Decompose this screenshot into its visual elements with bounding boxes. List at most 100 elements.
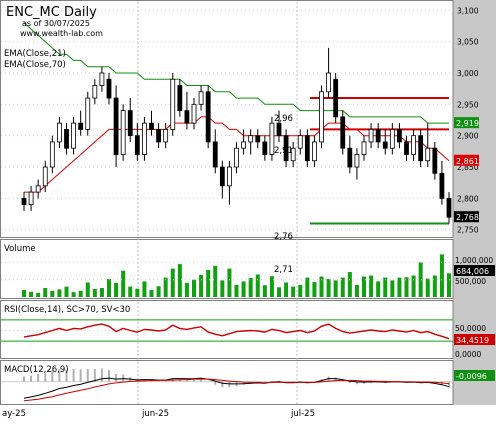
candle-body [149, 122, 154, 130]
candle-body [184, 110, 190, 124]
volume-bar [326, 279, 331, 297]
candle-body [304, 135, 310, 162]
candle-body [241, 141, 246, 149]
volume-annotation: 2,71 [274, 265, 293, 275]
candle-body [92, 85, 98, 99]
price-tick: 2,800 [457, 194, 479, 203]
ema70-line [23, 22, 449, 124]
volume-bar [206, 270, 211, 297]
volume-bar [425, 278, 430, 297]
x-axis-label: ay-25 [2, 409, 26, 419]
volume-bar [156, 286, 161, 297]
volume-bar [128, 286, 133, 297]
volume-bar [22, 290, 26, 297]
candle-body [389, 129, 395, 149]
candle-body [446, 197, 452, 218]
volume-bar [248, 277, 253, 297]
candle-body [234, 147, 239, 168]
volume-bar [347, 272, 352, 297]
macd-last-value: -0,0096 [456, 372, 487, 381]
volume-bar [114, 282, 119, 297]
candle-body [411, 135, 416, 155]
volume-bar [354, 284, 359, 297]
volume-bar [383, 277, 388, 297]
volume-bar [78, 290, 83, 297]
volume-bar [177, 264, 182, 297]
candle-body [42, 166, 48, 187]
volume-bar [404, 277, 409, 297]
ema21-last-value: 2,861 [456, 157, 479, 166]
macd-label: MACD(12,26,9) [4, 365, 69, 375]
candle-body [219, 166, 225, 187]
candle-body [297, 135, 303, 149]
rsi-last-tag [454, 334, 495, 345]
candle-body [177, 85, 183, 111]
candle-body [205, 91, 211, 143]
volume-bar [199, 274, 204, 297]
candle-body [418, 135, 424, 162]
volume-bar [376, 281, 381, 297]
candle-body [99, 72, 105, 86]
volume-bar [121, 270, 126, 297]
volume-bar [220, 280, 225, 297]
volume-bar [192, 279, 196, 297]
close-last-value: 2,768 [456, 213, 479, 222]
volume-bar [50, 290, 55, 297]
volume-bar [255, 274, 260, 297]
candle-body [134, 135, 140, 155]
volume-bar [439, 254, 444, 297]
volume-bar [277, 287, 281, 297]
chart-date: as of 30/07/2025 [22, 19, 90, 28]
volume-bar [170, 268, 175, 297]
rsi-tick: 0,0000 [455, 350, 481, 359]
candle-body [276, 122, 282, 137]
volume-bar [71, 292, 76, 297]
level-label-291: 2,91 [274, 146, 293, 156]
volume-bar [57, 289, 62, 297]
rsi-last-value: 34,4519 [456, 336, 489, 345]
volume-bar [284, 282, 289, 297]
volume-bar [411, 275, 416, 297]
volume-bar [369, 275, 374, 297]
volume-bar [234, 284, 239, 297]
volume-bar [390, 280, 395, 297]
volume-bar [340, 277, 345, 297]
candle-body [21, 197, 27, 206]
rsi-label: RSI(Close,14), SC>70, SV<30 [4, 305, 130, 315]
candle-body [64, 129, 69, 149]
volume-bar [319, 276, 324, 297]
candle-body [85, 97, 91, 130]
candle-body [227, 166, 232, 187]
candle-body [71, 122, 76, 149]
chart-title: ENC_MC Daily [6, 5, 97, 20]
price-tick: 3,000 [457, 69, 479, 78]
macd-last-tag [454, 370, 495, 381]
candle-body [439, 172, 445, 199]
candle-body [35, 185, 41, 193]
level-label-276: 2,76 [274, 232, 293, 242]
candle-body [340, 116, 346, 149]
volume-last-tag [454, 265, 495, 276]
candle-body [382, 141, 388, 149]
candle-body [120, 110, 126, 155]
price-tick: 2,750 [457, 226, 479, 235]
ema70-last-tag [454, 117, 479, 129]
volume-bar [64, 286, 69, 297]
candle-body [269, 122, 275, 155]
volume-bar [43, 288, 48, 297]
price-tick: 2,850 [457, 163, 479, 172]
x-axis-label: jul-25 [290, 409, 315, 419]
candle-body [212, 141, 218, 168]
candle-body [57, 122, 62, 143]
candle-body [142, 122, 147, 155]
candle-body [127, 110, 133, 137]
candle-body [49, 141, 55, 168]
candle-body [432, 147, 438, 174]
macd-panel-frame [0, 360, 454, 405]
candle-body [106, 78, 112, 99]
candle-body [404, 141, 409, 155]
volume-bar [213, 265, 218, 297]
rsi-panel-frame [0, 300, 454, 359]
